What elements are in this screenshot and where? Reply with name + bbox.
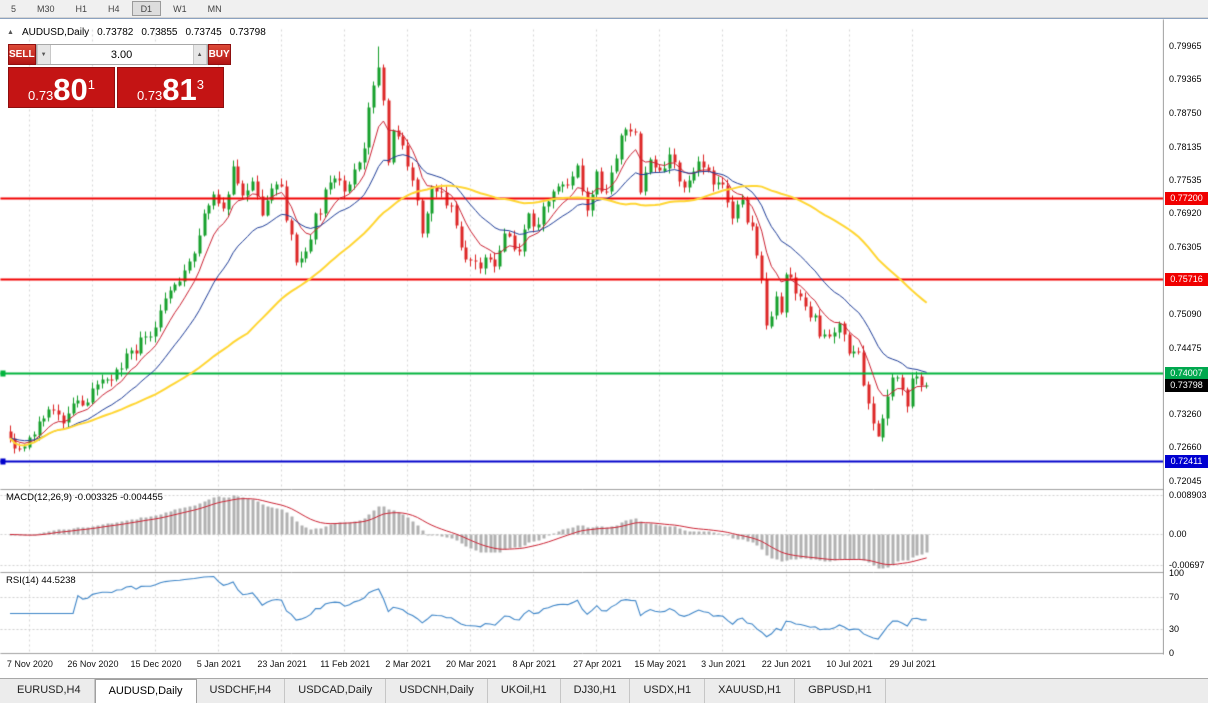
time-axis: 7 Nov 2020 26 Nov 2020 15 Dec 2020 5 Jan 20… xyxy=(0,657,1164,677)
volume-decrease-button[interactable]: ▼ xyxy=(36,45,51,64)
macd-axis-label: 0.00 xyxy=(1169,528,1187,539)
date-label: 11 Feb 2021 xyxy=(320,659,371,669)
level-price-badge: 0.74007 xyxy=(1165,367,1208,381)
chart-tab-eurusd-h4[interactable]: EURUSD,H4 xyxy=(4,679,95,703)
buy-price-display[interactable]: 0.73 81 3 xyxy=(117,67,224,108)
sell-price-prefix: 0.73 xyxy=(27,88,54,103)
date-label: 26 Nov 2020 xyxy=(67,659,119,669)
price-axis-label: 0.79965 xyxy=(1169,41,1202,52)
buy-button[interactable]: BUY xyxy=(207,44,231,65)
timeframe-button-h4[interactable]: H4 xyxy=(99,1,129,16)
price-axis-label: 0.78135 xyxy=(1169,141,1202,152)
rsi-indicator-label: RSI(14) 44.5238 xyxy=(6,575,76,586)
timeframe-button-h1[interactable]: H1 xyxy=(67,1,97,16)
chart-tabs-bar: EURUSD,H4 AUDUSD,Daily USDCHF,H4 USDCAD,Dai… xyxy=(0,678,1208,703)
rsi-axis-label: 100 xyxy=(1169,568,1185,578)
date-label: 23 Jan 2021 xyxy=(257,659,307,669)
ohlc-close: 0.73798 xyxy=(229,27,266,38)
chart-tab-usdcad-daily[interactable]: USDCAD,Daily xyxy=(285,679,387,703)
price-axis-label: 0.72045 xyxy=(1169,476,1202,487)
level-price-badge: 0.72411 xyxy=(1165,455,1208,469)
chart-ohlc-header: ▲ AUDUSD,Daily 0.73782 0.73855 0.73745 0… xyxy=(7,27,266,38)
price-axis-label: 0.74475 xyxy=(1169,342,1202,353)
chart-tab-usdx-h1[interactable]: USDX,H1 xyxy=(630,679,706,703)
chart-tab-gbpusd-h1[interactable]: GBPUSD,H1 xyxy=(795,679,886,703)
sell-price-big-digits: 80 xyxy=(53,72,88,107)
date-label: 7 Nov 2020 xyxy=(6,659,53,669)
timeframe-buttons: 5 M30 H1 H4 D1 W1 MN xyxy=(2,1,234,16)
sell-price-display[interactable]: 0.73 80 1 xyxy=(8,67,115,108)
chart-tab-xauusd-h1[interactable]: XAUUSD,H1 xyxy=(705,679,796,703)
macd-indicator-label: MACD(12,26,9) -0.003325 -0.004455 xyxy=(6,492,163,503)
ohlc-high: 0.73855 xyxy=(141,27,178,38)
date-label: 15 May 2021 xyxy=(634,659,687,669)
price-axis-label: 0.78750 xyxy=(1169,107,1202,118)
price-axis-label: 0.76920 xyxy=(1169,208,1202,219)
buy-price-pip-digit: 3 xyxy=(196,77,205,92)
timeframe-button-m30[interactable]: M30 xyxy=(28,1,64,16)
timeframe-button-mn[interactable]: MN xyxy=(199,1,231,16)
date-label: 3 Jun 2021 xyxy=(701,659,746,669)
date-label: 8 Apr 2021 xyxy=(512,659,557,669)
timeframe-button-5[interactable]: 5 xyxy=(2,1,25,16)
current-price-badge: 0.73798 xyxy=(1165,378,1208,392)
price-axis-label: 0.77535 xyxy=(1169,174,1202,185)
chart-tab-ukoil-h1[interactable]: UKOil,H1 xyxy=(487,679,561,703)
date-label: 20 Mar 2021 xyxy=(445,659,497,669)
level-price-badge: 0.75716 xyxy=(1165,273,1208,287)
chart-tab-usdchf-h4[interactable]: USDCHF,H4 xyxy=(196,679,286,703)
price-axis-label: 0.76305 xyxy=(1169,242,1202,253)
buy-price-big-digits: 81 xyxy=(162,72,197,107)
sell-button[interactable]: SELL xyxy=(8,44,36,65)
buy-price-prefix: 0.73 xyxy=(136,88,163,103)
one-click-panel-toggle-icon[interactable]: ▲ xyxy=(7,29,14,36)
volume-increase-button[interactable]: ▲ xyxy=(192,45,207,64)
sell-price-pip-digit: 1 xyxy=(87,77,96,92)
date-label: 27 Apr 2021 xyxy=(573,659,622,669)
date-label: 2 Mar 2021 xyxy=(385,659,431,669)
date-label: 15 Dec 2020 xyxy=(130,659,182,669)
date-label: 5 Jan 2021 xyxy=(196,659,242,669)
date-label: 10 Jul 2021 xyxy=(826,659,873,669)
rsi-axis-label: 30 xyxy=(1169,624,1180,634)
timeframe-toolbar: 5 M30 H1 H4 D1 W1 MN xyxy=(0,0,1208,18)
ohlc-low: 0.73745 xyxy=(185,27,222,38)
macd-axis-label: 0.008903 xyxy=(1169,489,1207,500)
price-axis-label: 0.79365 xyxy=(1169,73,1202,84)
price-axis-label: 0.72660 xyxy=(1169,442,1202,453)
macd-axis-label: -0.00697 xyxy=(1169,559,1205,570)
chart-tab-audusd-daily[interactable]: AUDUSD,Daily xyxy=(94,679,197,703)
volume-control: ▼ ▲ xyxy=(35,44,208,65)
level-price-badge: 0.77200 xyxy=(1165,191,1208,205)
rsi-axis-label: 70 xyxy=(1169,592,1180,602)
timeframe-button-d1[interactable]: D1 xyxy=(131,1,162,16)
chart-window: ▲ AUDUSD,Daily 0.73782 0.73855 0.73745 0… xyxy=(0,18,1208,678)
price-axis-label: 0.75090 xyxy=(1169,308,1202,319)
date-label: 22 Jun 2021 xyxy=(761,659,812,669)
volume-input[interactable] xyxy=(50,45,193,64)
ohlc-open: 0.73782 xyxy=(97,27,134,38)
price-axis-label: 0.73260 xyxy=(1169,409,1202,420)
timeframe-button-w1[interactable]: W1 xyxy=(164,1,196,16)
chart-tab-dj30-h1[interactable]: DJ30,H1 xyxy=(560,679,631,703)
date-label: 29 Jul 2021 xyxy=(889,659,936,669)
price-chart-canvas[interactable] xyxy=(0,19,1164,655)
chart-tab-usdcnh-daily[interactable]: USDCNH,Daily xyxy=(386,679,488,703)
rsi-axis-label: 0 xyxy=(1169,648,1175,658)
chart-symbol-label: AUDUSD,Daily xyxy=(21,27,90,38)
